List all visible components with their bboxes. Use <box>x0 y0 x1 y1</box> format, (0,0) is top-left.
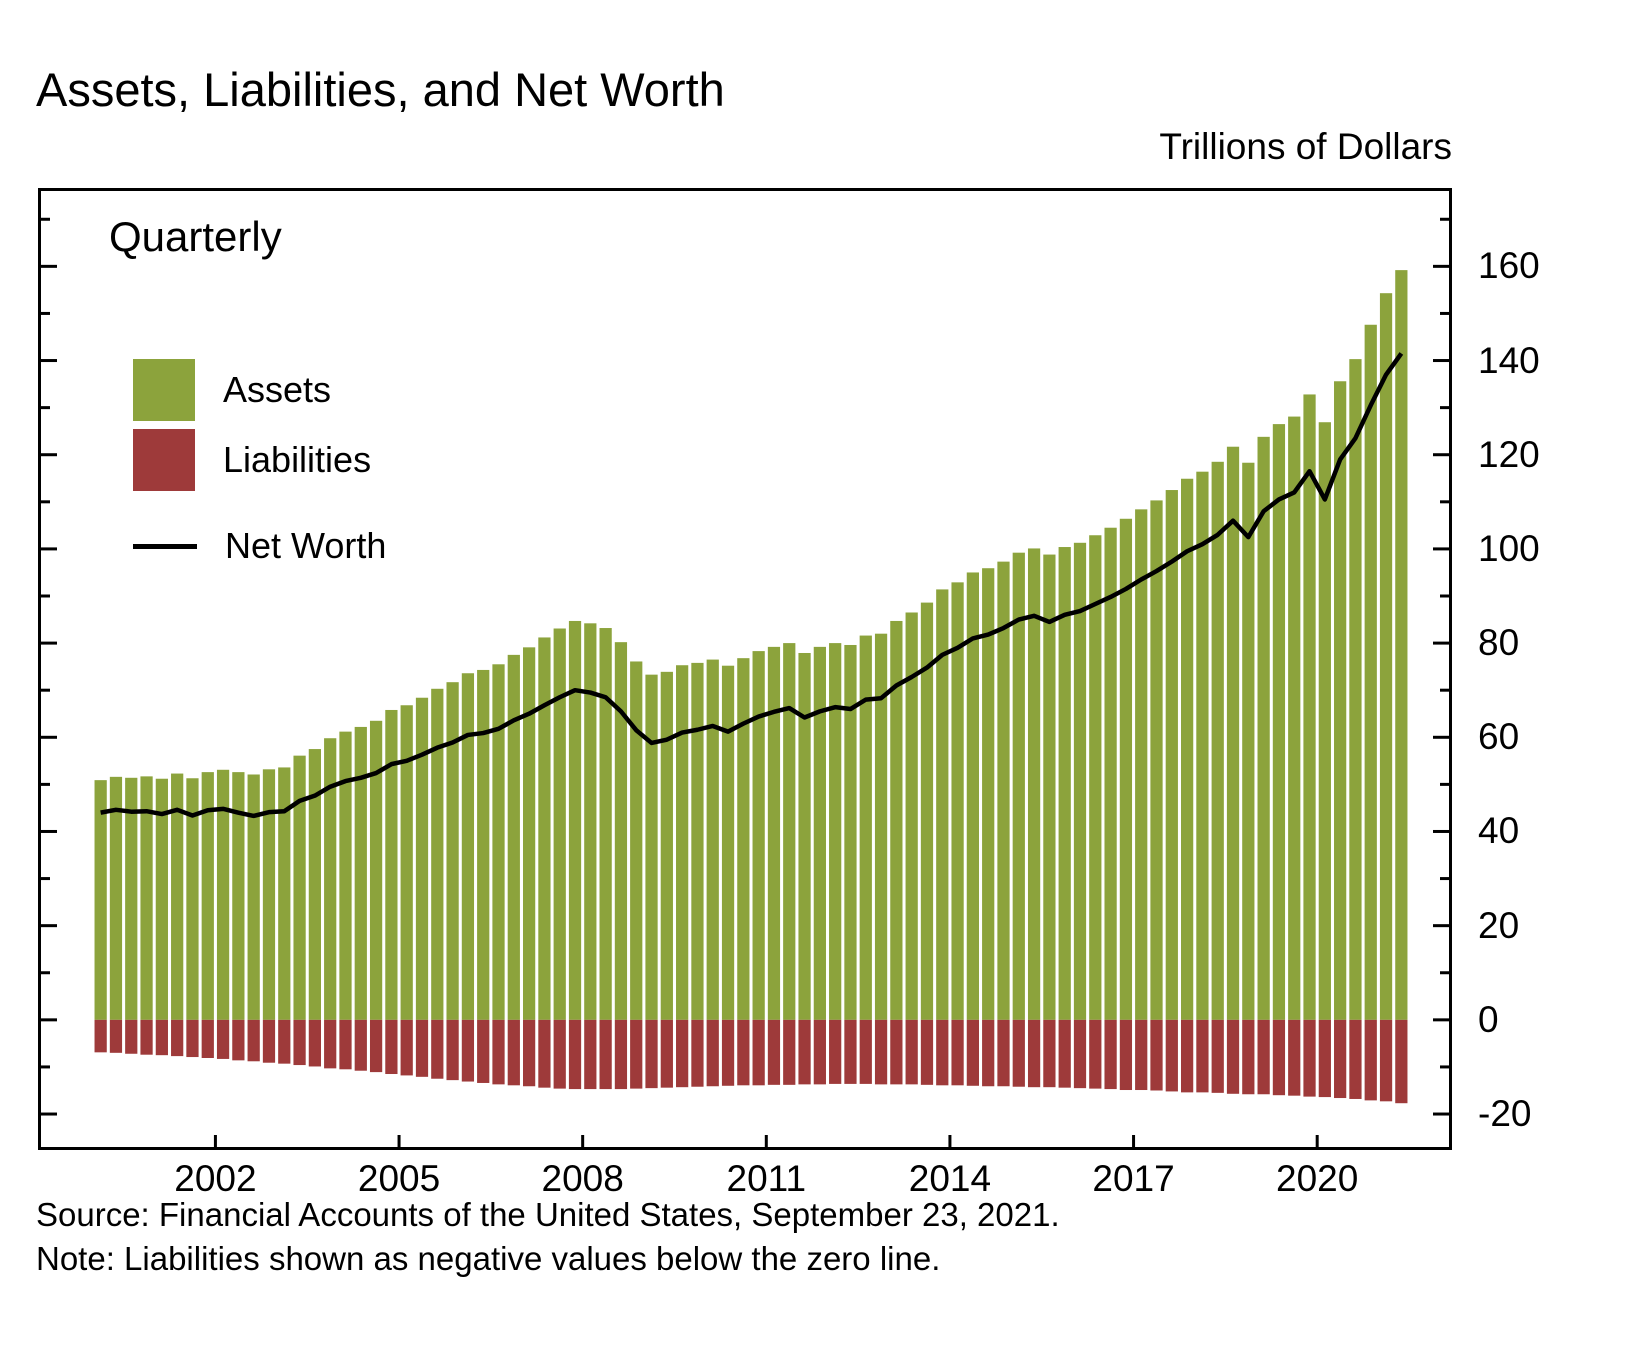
liabilities-bars <box>94 1019 1408 1104</box>
y-tick-label: 60 <box>1478 716 1520 758</box>
y-tick-label: 0 <box>1478 998 1499 1040</box>
x-tick-label: 2005 <box>357 1158 441 1199</box>
x-tick-label: 2020 <box>1276 1158 1359 1199</box>
y-tick-label: 120 <box>1478 433 1540 475</box>
frequency-label: Quarterly <box>109 213 282 260</box>
x-tick-label: 2014 <box>908 1158 992 1199</box>
axis-tick-marks <box>41 217 1449 1147</box>
y-tick-label: 40 <box>1478 810 1520 852</box>
y-tick-label: 100 <box>1478 527 1540 569</box>
legend-label-liabilities: Liabilities <box>223 439 372 480</box>
source-text: Source: Financial Accounts of the United… <box>36 1196 1060 1233</box>
x-tick-label: 2002 <box>174 1158 257 1199</box>
net-worth-line-icon <box>133 543 197 549</box>
y-tick-label: 140 <box>1478 339 1540 381</box>
y-tick-label: 20 <box>1478 904 1520 946</box>
chart-canvas <box>41 217 1449 1147</box>
x-tick-label: 2008 <box>541 1158 624 1199</box>
net-worth-line <box>100 352 1404 819</box>
plot-area: Quarterly Assets Liabilities Net Worth <box>38 188 1452 1150</box>
legend: Assets Liabilities Net Worth <box>133 359 386 575</box>
legend-label-assets: Assets <box>223 369 332 410</box>
legend-item-assets: Assets <box>133 359 386 421</box>
units-label: Trillions of Dollars <box>1159 126 1452 167</box>
assets-swatch-icon <box>133 359 195 421</box>
assets-bars <box>94 270 1408 1020</box>
legend-label-net-worth: Net Worth <box>225 525 387 566</box>
x-tick-label: 2011 <box>726 1158 807 1199</box>
y-tick-label: 160 <box>1478 245 1540 287</box>
legend-item-net-worth: Net Worth <box>133 525 386 567</box>
y-tick-label: -20 <box>1478 1093 1532 1135</box>
liabilities-swatch-icon <box>133 429 195 491</box>
legend-item-liabilities: Liabilities <box>133 429 386 491</box>
chart-title: Assets, Liabilities, and Net Worth <box>36 63 725 116</box>
x-tick-label: 2017 <box>1092 1158 1175 1199</box>
y-tick-label: 80 <box>1478 622 1520 664</box>
note-text: Note: Liabilities shown as negative valu… <box>36 1240 941 1277</box>
